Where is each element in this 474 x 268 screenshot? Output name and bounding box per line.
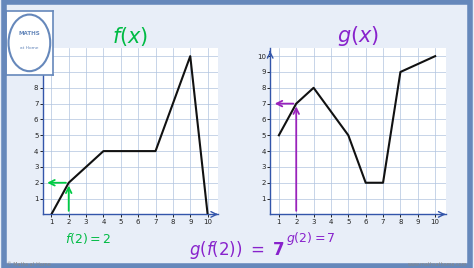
- Text: www.mathsathome.com: www.mathsathome.com: [407, 262, 467, 267]
- Title: $\it{f}$$\it{(x)}$: $\it{f}$$\it{(x)}$: [112, 25, 148, 48]
- Text: © Maths at Home: © Maths at Home: [7, 262, 51, 267]
- Text: MATHS: MATHS: [18, 31, 40, 36]
- Text: $\it{g}(2) = 7$: $\it{g}(2) = 7$: [285, 230, 336, 247]
- Text: $\it{f}(2) = 2$: $\it{f}(2) = 2$: [64, 231, 111, 246]
- Text: $\it{g}$$\it{(f}$$\it{(2))}$ $=$ $\mathbf{7}$: $\it{g}$$\it{(f}$$\it{(2))}$ $=$ $\mathb…: [189, 239, 285, 261]
- Title: $\it{g}$$\it{(x)}$: $\it{g}$$\it{(x)}$: [337, 24, 379, 48]
- Text: at Home: at Home: [20, 46, 39, 50]
